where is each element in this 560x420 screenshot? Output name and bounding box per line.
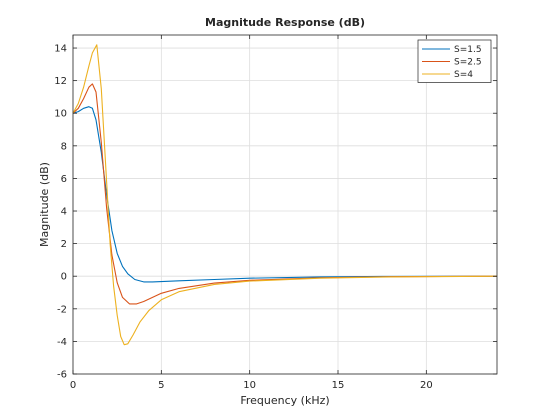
legend-entry-2: S=2.5	[454, 58, 482, 68]
x-tick-label: 15	[332, 380, 345, 391]
y-tick-label: -2	[57, 304, 67, 315]
plot-area	[73, 35, 497, 374]
y-axis-label: Magnitude (dB)	[38, 162, 51, 247]
y-tick-label: 10	[54, 109, 67, 120]
y-tick-label: 12	[54, 76, 67, 87]
legend-entry-1: S=1.5	[454, 45, 482, 55]
x-axis-label: Frequency (kHz)	[240, 394, 329, 407]
y-tick-label: 8	[61, 141, 67, 152]
y-tick-label: 4	[61, 207, 67, 218]
x-tick-label: 5	[158, 380, 164, 391]
series-line-1	[72, 106, 498, 283]
axis-ticks: 0 5 10 15 20 -6 -4 -2 0 2 4 6 8 10 12 14	[54, 35, 497, 391]
series-line-3	[72, 44, 498, 346]
y-tick-label: 14	[54, 44, 67, 55]
chart-title: Magnitude Response (dB)	[205, 16, 365, 29]
legend: S=1.5 S=2.5 S=4	[417, 39, 492, 83]
x-tick-label: 10	[243, 380, 256, 391]
y-tick-label: -6	[57, 370, 67, 381]
y-tick-label: 0	[61, 272, 67, 283]
x-tick-label: 0	[70, 380, 76, 391]
y-tick-label: -4	[57, 337, 67, 348]
axes-box	[72, 34, 498, 375]
series-lines	[72, 44, 498, 346]
legend-entry-3: S=4	[454, 70, 473, 80]
y-tick-label: 6	[61, 174, 67, 185]
series-line-2	[72, 83, 498, 305]
y-tick-label: 2	[61, 239, 67, 250]
grid-lines	[72, 35, 497, 375]
x-tick-label: 20	[420, 380, 433, 391]
